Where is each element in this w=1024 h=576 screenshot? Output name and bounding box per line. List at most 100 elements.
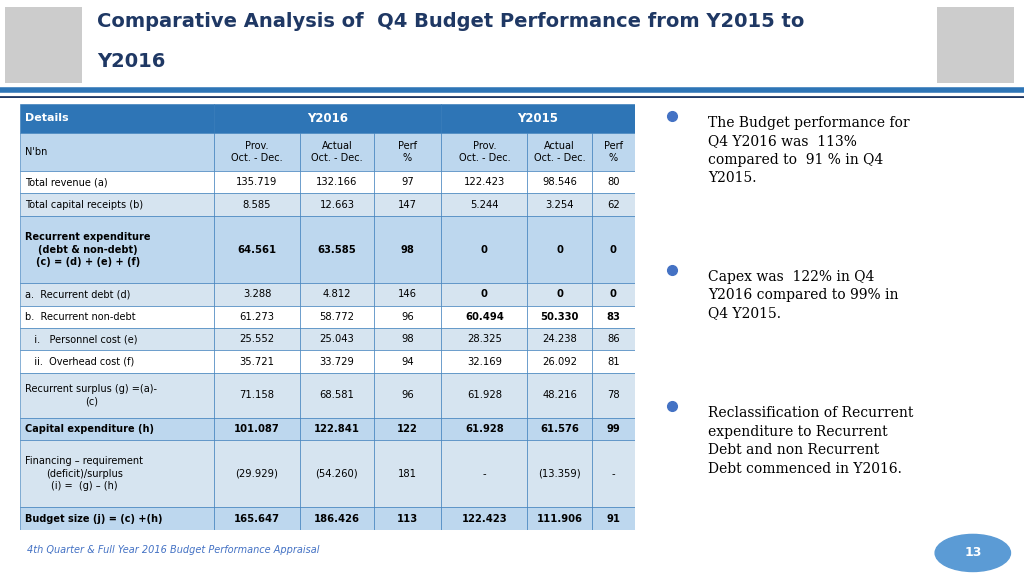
FancyBboxPatch shape — [214, 132, 300, 171]
FancyBboxPatch shape — [214, 328, 300, 350]
Text: Capital expenditure (h): Capital expenditure (h) — [26, 424, 155, 434]
FancyBboxPatch shape — [214, 418, 300, 440]
FancyBboxPatch shape — [300, 373, 374, 418]
FancyBboxPatch shape — [300, 350, 374, 373]
FancyBboxPatch shape — [527, 306, 592, 328]
Text: 33.729: 33.729 — [319, 357, 354, 367]
Text: Comparative Analysis of  Q4 Budget Performance from Y2015 to: Comparative Analysis of Q4 Budget Perfor… — [97, 12, 805, 31]
Text: Prov.
Oct. - Dec.: Prov. Oct. - Dec. — [459, 141, 510, 163]
FancyBboxPatch shape — [300, 418, 374, 440]
Text: 48.216: 48.216 — [542, 391, 578, 400]
Text: 86: 86 — [607, 334, 620, 344]
Text: 4th Quarter & Full Year 2016 Budget Performance Appraisal: 4th Quarter & Full Year 2016 Budget Perf… — [27, 545, 319, 555]
FancyBboxPatch shape — [441, 350, 527, 373]
FancyBboxPatch shape — [5, 7, 82, 84]
Text: (13.359): (13.359) — [539, 469, 581, 479]
Text: 28.325: 28.325 — [467, 334, 502, 344]
Text: 8.585: 8.585 — [243, 200, 271, 210]
Text: (29.929): (29.929) — [236, 469, 279, 479]
Text: Actual
Oct. - Dec.: Actual Oct. - Dec. — [311, 141, 362, 163]
Text: 0: 0 — [556, 245, 563, 255]
Text: Capex was  122% in Q4
Y2016 compared to 99% in
Q4 Y2015.: Capex was 122% in Q4 Y2016 compared to 9… — [709, 270, 899, 320]
Text: 132.166: 132.166 — [316, 177, 357, 187]
Text: 61.576: 61.576 — [541, 424, 579, 434]
Text: 71.158: 71.158 — [240, 391, 274, 400]
Circle shape — [935, 535, 1011, 571]
FancyBboxPatch shape — [592, 350, 635, 373]
FancyBboxPatch shape — [374, 132, 441, 171]
FancyBboxPatch shape — [374, 283, 441, 306]
FancyBboxPatch shape — [20, 328, 214, 350]
FancyBboxPatch shape — [20, 440, 214, 507]
Text: Y2015: Y2015 — [517, 112, 559, 124]
FancyBboxPatch shape — [527, 216, 592, 283]
FancyBboxPatch shape — [937, 7, 1014, 84]
Text: Prov.
Oct. - Dec.: Prov. Oct. - Dec. — [231, 141, 283, 163]
FancyBboxPatch shape — [20, 216, 214, 283]
Text: 122.423: 122.423 — [462, 514, 507, 524]
Text: 113: 113 — [397, 514, 418, 524]
FancyBboxPatch shape — [300, 216, 374, 283]
FancyBboxPatch shape — [300, 440, 374, 507]
Text: 13: 13 — [965, 547, 981, 559]
Text: 5.244: 5.244 — [470, 200, 499, 210]
FancyBboxPatch shape — [214, 373, 300, 418]
FancyBboxPatch shape — [441, 283, 527, 306]
FancyBboxPatch shape — [20, 194, 214, 216]
Text: 80: 80 — [607, 177, 620, 187]
Text: 98: 98 — [400, 245, 415, 255]
Text: 12.663: 12.663 — [319, 200, 354, 210]
Text: 91: 91 — [606, 514, 621, 524]
Text: b.  Recurrent non-debt: b. Recurrent non-debt — [26, 312, 136, 322]
FancyBboxPatch shape — [374, 350, 441, 373]
FancyBboxPatch shape — [592, 418, 635, 440]
Text: 97: 97 — [401, 177, 414, 187]
FancyBboxPatch shape — [374, 328, 441, 350]
Text: 135.719: 135.719 — [237, 177, 278, 187]
FancyBboxPatch shape — [441, 440, 527, 507]
Text: 0: 0 — [481, 289, 487, 300]
FancyBboxPatch shape — [592, 283, 635, 306]
Text: -: - — [611, 469, 615, 479]
FancyBboxPatch shape — [374, 418, 441, 440]
FancyBboxPatch shape — [592, 440, 635, 507]
FancyBboxPatch shape — [441, 418, 527, 440]
Text: 3.254: 3.254 — [546, 200, 573, 210]
FancyBboxPatch shape — [374, 194, 441, 216]
Text: 101.087: 101.087 — [234, 424, 280, 434]
FancyBboxPatch shape — [300, 171, 374, 194]
Text: The Budget performance for
Q4 Y2016 was  113%
compared to  91 % in Q4
Y2015.: The Budget performance for Q4 Y2016 was … — [709, 116, 910, 185]
Text: 122: 122 — [397, 424, 418, 434]
FancyBboxPatch shape — [592, 171, 635, 194]
FancyBboxPatch shape — [441, 328, 527, 350]
FancyBboxPatch shape — [592, 306, 635, 328]
Text: ii.  Overhead cost (f): ii. Overhead cost (f) — [26, 357, 134, 367]
FancyBboxPatch shape — [214, 306, 300, 328]
Text: 25.552: 25.552 — [240, 334, 274, 344]
Text: 0: 0 — [556, 289, 563, 300]
Text: 24.238: 24.238 — [543, 334, 577, 344]
FancyBboxPatch shape — [20, 132, 214, 171]
FancyBboxPatch shape — [300, 283, 374, 306]
Text: 62: 62 — [607, 200, 620, 210]
FancyBboxPatch shape — [527, 328, 592, 350]
Text: 78: 78 — [607, 391, 620, 400]
Text: 83: 83 — [606, 312, 621, 322]
Text: 98: 98 — [401, 334, 414, 344]
Text: 61.928: 61.928 — [467, 391, 502, 400]
Text: 96: 96 — [401, 312, 414, 322]
Text: 111.906: 111.906 — [537, 514, 583, 524]
Text: 25.043: 25.043 — [319, 334, 354, 344]
FancyBboxPatch shape — [300, 132, 374, 171]
FancyBboxPatch shape — [527, 283, 592, 306]
FancyBboxPatch shape — [592, 132, 635, 171]
Text: 181: 181 — [398, 469, 417, 479]
Text: 122.423: 122.423 — [464, 177, 505, 187]
FancyBboxPatch shape — [300, 328, 374, 350]
FancyBboxPatch shape — [374, 440, 441, 507]
FancyBboxPatch shape — [592, 216, 635, 283]
FancyBboxPatch shape — [20, 350, 214, 373]
Text: 68.581: 68.581 — [319, 391, 354, 400]
FancyBboxPatch shape — [214, 194, 300, 216]
FancyBboxPatch shape — [20, 306, 214, 328]
